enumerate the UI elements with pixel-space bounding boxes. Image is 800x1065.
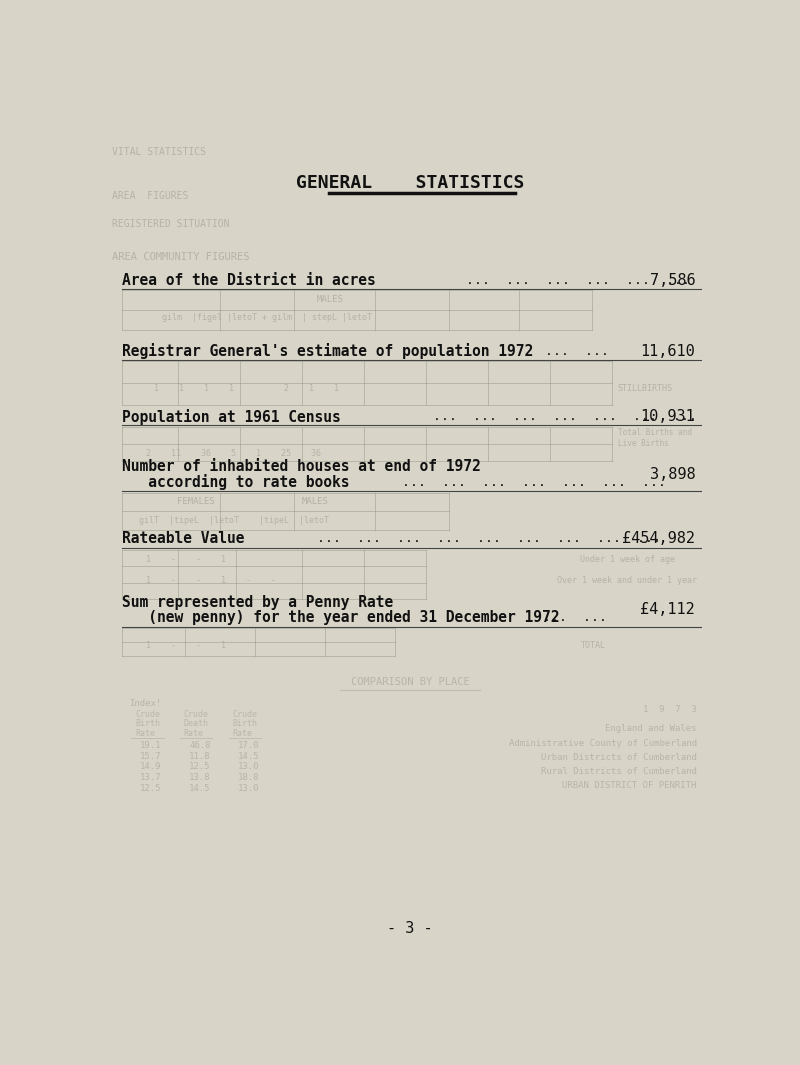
Text: ...  ...: ... ...	[545, 345, 609, 358]
Text: Live Births: Live Births	[618, 439, 669, 448]
Text: URBAN DISTRICT OF PENRITH: URBAN DISTRICT OF PENRITH	[562, 781, 697, 790]
Text: REGISTERED SITUATION: REGISTERED SITUATION	[112, 219, 230, 229]
Text: 13.7: 13.7	[140, 773, 162, 782]
Text: ...  ...: ... ...	[543, 611, 607, 624]
Text: Birth: Birth	[233, 719, 258, 728]
Text: 15.7: 15.7	[140, 752, 162, 760]
Text: STILLBIRTHS: STILLBIRTHS	[618, 383, 673, 393]
Text: 11.8: 11.8	[189, 752, 210, 760]
Text: 14.5: 14.5	[238, 752, 259, 760]
Text: 14.5: 14.5	[189, 784, 210, 793]
Text: Crude: Crude	[184, 710, 209, 719]
Text: 13.8: 13.8	[189, 773, 210, 782]
Text: 10,931: 10,931	[641, 409, 695, 424]
Text: 7,586: 7,586	[650, 273, 695, 288]
Text: 46.8: 46.8	[189, 741, 210, 750]
Text: Birth: Birth	[135, 719, 160, 728]
Text: 1    -    -    1: 1 - - 1	[146, 555, 226, 563]
Text: Number of inhabited houses at end of 1972: Number of inhabited houses at end of 197…	[122, 459, 481, 474]
Text: gilT  |tipeL  |letoT    |tipeL  |letoT: gilT |tipeL |letoT |tipeL |letoT	[138, 517, 329, 525]
Text: 11,610: 11,610	[641, 344, 695, 359]
Text: gilm  |figel |letoT + gilm  | stepL |letoT: gilm |figel |letoT + gilm | stepL |letoT	[162, 313, 372, 322]
Text: 12.5: 12.5	[189, 763, 210, 771]
Text: Rateable Value: Rateable Value	[122, 531, 244, 546]
Text: 1    1    1    1          2    1    1: 1 1 1 1 2 1 1	[154, 383, 339, 393]
Text: England and Wales: England and Wales	[606, 724, 697, 733]
Text: (new penny) for the year ended 31 December 1972: (new penny) for the year ended 31 Decemb…	[122, 610, 559, 625]
Text: Crude: Crude	[233, 710, 258, 719]
Text: according to rate books: according to rate books	[122, 474, 349, 490]
Text: Rate: Rate	[135, 728, 155, 738]
Text: 19.1: 19.1	[140, 741, 162, 750]
Text: AREA  FIGURES: AREA FIGURES	[112, 191, 189, 200]
Text: Over 1 week and under 1 year: Over 1 week and under 1 year	[558, 576, 698, 585]
Text: ...  ...  ...  ...  ...  ...  ...  ...  ...: ... ... ... ... ... ... ... ... ...	[317, 532, 661, 545]
Text: Under 1 week of age: Under 1 week of age	[581, 555, 675, 563]
Text: Area of the District in acres: Area of the District in acres	[122, 273, 375, 288]
Text: Crude: Crude	[135, 710, 160, 719]
Text: GENERAL    STATISTICS: GENERAL STATISTICS	[296, 175, 524, 193]
Text: Population at 1961 Census: Population at 1961 Census	[122, 409, 341, 425]
Text: AREA COMMUNITY FIGURES: AREA COMMUNITY FIGURES	[112, 252, 250, 262]
Text: £4,112: £4,112	[641, 603, 695, 618]
Text: 1    -    -    1    -    -: 1 - - 1 - -	[146, 576, 277, 585]
Text: 13.0: 13.0	[238, 784, 259, 793]
Text: COMPARISON BY PLACE: COMPARISON BY PLACE	[350, 677, 470, 687]
Text: Total Births and: Total Births and	[618, 428, 692, 438]
Text: Rate: Rate	[184, 728, 204, 738]
Text: ...  ...  ...  ...  ...  ...: ... ... ... ... ... ...	[466, 274, 690, 286]
Text: 1  9  7  3: 1 9 7 3	[643, 705, 697, 714]
Text: 17.0: 17.0	[238, 741, 259, 750]
Text: 2    11    36    5    1    25    36: 2 11 36 5 1 25 36	[146, 449, 322, 458]
Text: Index!: Index!	[130, 700, 162, 708]
Text: ...  ...  ...  ...  ...  ...  ...: ... ... ... ... ... ... ...	[402, 475, 666, 489]
Text: Administrative County of Cumberland: Administrative County of Cumberland	[509, 739, 697, 749]
Text: 3,898: 3,898	[650, 466, 695, 481]
Text: ...  ...  ...  ...  ...  ...  ...: ... ... ... ... ... ... ...	[434, 410, 698, 423]
Text: £454,982: £454,982	[622, 531, 695, 546]
Text: MALES: MALES	[302, 496, 328, 506]
Text: Registrar General's estimate of population 1972: Registrar General's estimate of populati…	[122, 343, 533, 359]
Text: - 3 -: - 3 -	[387, 921, 433, 936]
Text: MALES: MALES	[317, 295, 344, 304]
Text: Death: Death	[184, 719, 209, 728]
Text: Sum represented by a Penny Rate: Sum represented by a Penny Rate	[122, 594, 393, 609]
Text: TOTAL: TOTAL	[581, 641, 606, 650]
Text: Rural Districts of Cumberland: Rural Districts of Cumberland	[541, 767, 697, 776]
Text: 12.5: 12.5	[140, 784, 162, 793]
Text: FEMALES: FEMALES	[178, 496, 215, 506]
Text: VITAL STATISTICS: VITAL STATISTICS	[112, 147, 206, 158]
Text: Rate: Rate	[233, 728, 253, 738]
Text: Urban Districts of Cumberland: Urban Districts of Cumberland	[541, 753, 697, 763]
Text: 18.8: 18.8	[238, 773, 259, 782]
Text: 13.0: 13.0	[238, 763, 259, 771]
Text: 1    -    -    1: 1 - - 1	[146, 641, 226, 650]
Text: 14.9: 14.9	[140, 763, 162, 771]
